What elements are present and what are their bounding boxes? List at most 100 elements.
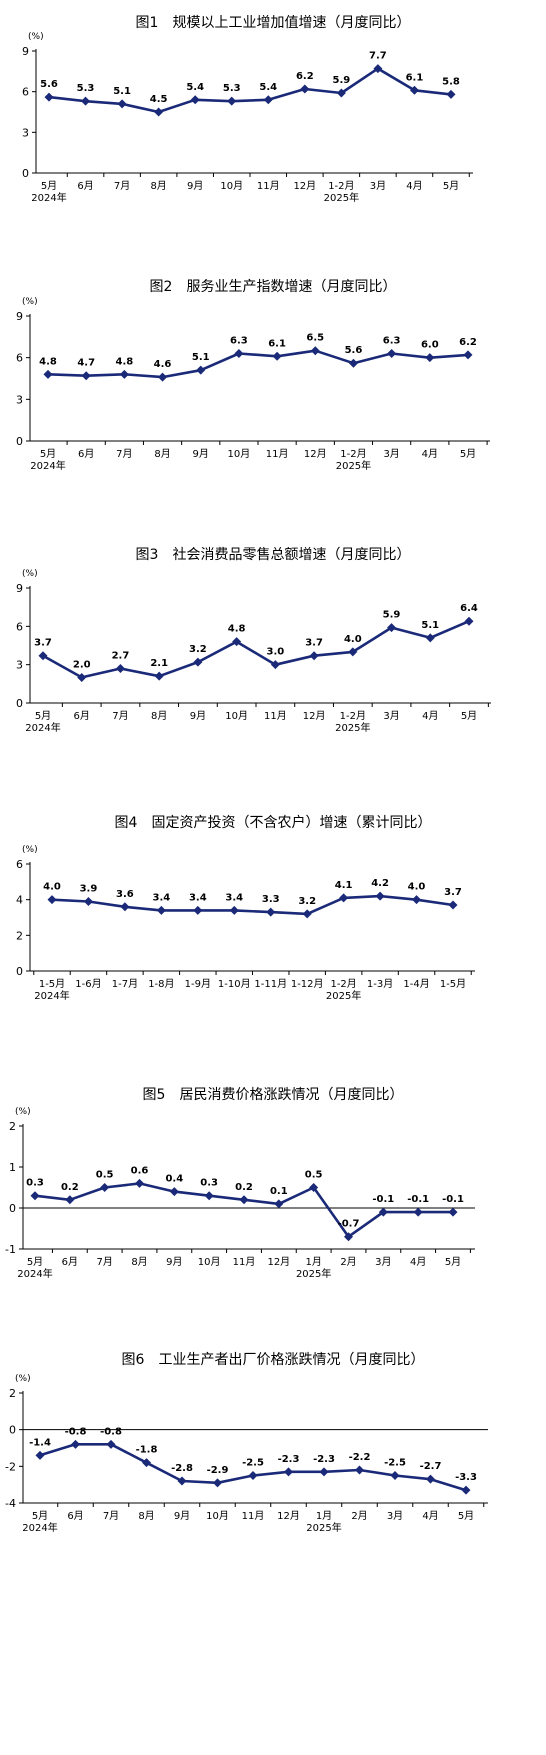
data-label: 6.3	[230, 336, 248, 347]
data-point	[344, 1232, 353, 1242]
x-tick-label: 1月	[305, 1256, 321, 1268]
y-tick-label: 2	[9, 1120, 16, 1133]
data-point	[83, 896, 93, 906]
y-tick-label: 3	[16, 393, 23, 406]
data-point	[38, 651, 48, 661]
x-tick-label: 3月	[370, 180, 386, 192]
year-label: 2025年	[326, 989, 361, 1002]
x-tick-label: 2月	[351, 1510, 367, 1522]
data-label: 5.9	[333, 75, 351, 86]
data-label: 3.7	[444, 887, 462, 898]
x-tick-label: 9月	[190, 710, 206, 722]
data-label: 3.4	[189, 892, 207, 903]
x-tick-label: 4月	[410, 1256, 426, 1268]
data-label: 4.0	[43, 882, 61, 893]
data-point	[120, 902, 130, 912]
data-point	[204, 1191, 214, 1201]
x-tick-label: 10月	[228, 448, 251, 460]
data-point	[387, 623, 397, 633]
x-tick-label: 6月	[67, 1510, 83, 1522]
data-point	[270, 660, 280, 670]
data-label: 6.4	[460, 603, 478, 614]
data-point	[81, 96, 91, 106]
data-label: 0.4	[165, 1174, 183, 1185]
year-label: 2025年	[335, 721, 370, 734]
y-tick-label: 6	[16, 352, 23, 365]
data-point	[378, 1207, 388, 1217]
data-point	[266, 907, 276, 917]
data-label: 5.1	[113, 86, 131, 97]
x-tick-label: 5月	[460, 448, 476, 460]
data-label: -1.4	[29, 1437, 51, 1448]
x-tick-label: 8月	[150, 180, 166, 192]
x-tick-label: 7月	[114, 180, 130, 192]
data-label: 5.1	[421, 620, 439, 631]
y-tick-label: 0	[16, 435, 23, 448]
data-label: -3.3	[455, 1472, 477, 1483]
x-tick-label: 7月	[112, 710, 128, 722]
data-label: 5.4	[259, 82, 277, 93]
x-tick-label: 5月	[40, 448, 56, 460]
x-tick-label: 1-5月	[440, 978, 466, 990]
data-label: 0.1	[270, 1186, 288, 1197]
data-label: -0.8	[100, 1426, 122, 1437]
data-point	[81, 371, 91, 381]
data-point	[302, 909, 312, 919]
year-label: 2024年	[31, 191, 66, 204]
x-tick-label: 3月	[375, 1256, 391, 1268]
chart-title: 图3 社会消费品零售总额增速（月度同比）	[136, 547, 411, 563]
data-label: -2.5	[384, 1458, 406, 1469]
data-label: -2.2	[349, 1452, 371, 1463]
data-point	[117, 99, 127, 109]
y-tick-label: 3	[22, 126, 29, 139]
data-point	[196, 365, 206, 375]
chart-1: 图1 规模以上工业增加值增速（月度同比） (%) 0 3 6 9 5月 6月 7月 8月 9月 10月…	[22, 15, 473, 204]
data-point	[390, 1471, 400, 1480]
data-label: -0.8	[65, 1426, 87, 1437]
y-unit-label: (%)	[22, 297, 38, 307]
x-tick-label: 11月	[264, 710, 287, 722]
year-label: 2024年	[25, 721, 60, 734]
x-tick-label: 5月	[32, 1510, 48, 1522]
x-tick-label: 1-2月	[328, 180, 354, 192]
y-unit-label: (%)	[22, 569, 38, 579]
x-tick-label: 1-8月	[148, 978, 174, 990]
y-tick-label: 6	[22, 86, 29, 99]
data-point	[156, 905, 166, 915]
data-label: 2.0	[73, 659, 91, 670]
data-label: 5.3	[223, 83, 241, 94]
x-tick-label: 11月	[242, 1510, 265, 1522]
data-point	[310, 346, 320, 356]
y-tick-label: 6	[16, 858, 23, 871]
x-tick-label: 12月	[303, 710, 326, 722]
x-tick-label: 10月	[220, 180, 243, 192]
x-tick-label: 11月	[257, 180, 280, 192]
x-tick-label: 4月	[422, 710, 438, 722]
x-tick-label: 1-2月	[330, 978, 356, 990]
data-label: 0.3	[200, 1178, 218, 1189]
data-label: 2.7	[112, 651, 130, 662]
data-point	[213, 1478, 222, 1488]
x-tick-label: 11月	[266, 448, 289, 460]
chart-2: 图2 服务业生产指数增速（月度同比） (%) 0 3 6 9 5月 6月 7月 8月 9月 10月 11…	[16, 279, 490, 472]
data-point	[412, 895, 422, 905]
y-tick-label: 2	[9, 1387, 16, 1400]
data-label: 0.6	[131, 1165, 149, 1176]
data-point	[65, 1195, 75, 1205]
x-tick-label: 1-6月	[75, 978, 101, 990]
x-tick-label: 5月	[41, 180, 57, 192]
x-tick-label: 1-9月	[185, 978, 211, 990]
x-tick-label: 3月	[383, 710, 399, 722]
chart-3: 图3 社会消费品零售总额增速（月度同比） (%) 0 3 6 9 5月 6月 7月 8月 9月 10月…	[16, 547, 491, 734]
data-point	[355, 1465, 364, 1475]
data-point	[229, 905, 239, 915]
x-tick-label: 8月	[131, 1256, 147, 1268]
data-label: 3.7	[34, 638, 52, 649]
data-point	[309, 651, 319, 661]
x-tick-label: 12月	[267, 1256, 290, 1268]
data-label: -2.7	[420, 1461, 442, 1472]
data-label: -2.8	[171, 1463, 193, 1474]
chart-title: 图5 居民消费价格涨跌情况（月度同比）	[143, 1087, 404, 1103]
data-point	[142, 1458, 151, 1468]
x-tick-label: 5月	[27, 1256, 43, 1268]
